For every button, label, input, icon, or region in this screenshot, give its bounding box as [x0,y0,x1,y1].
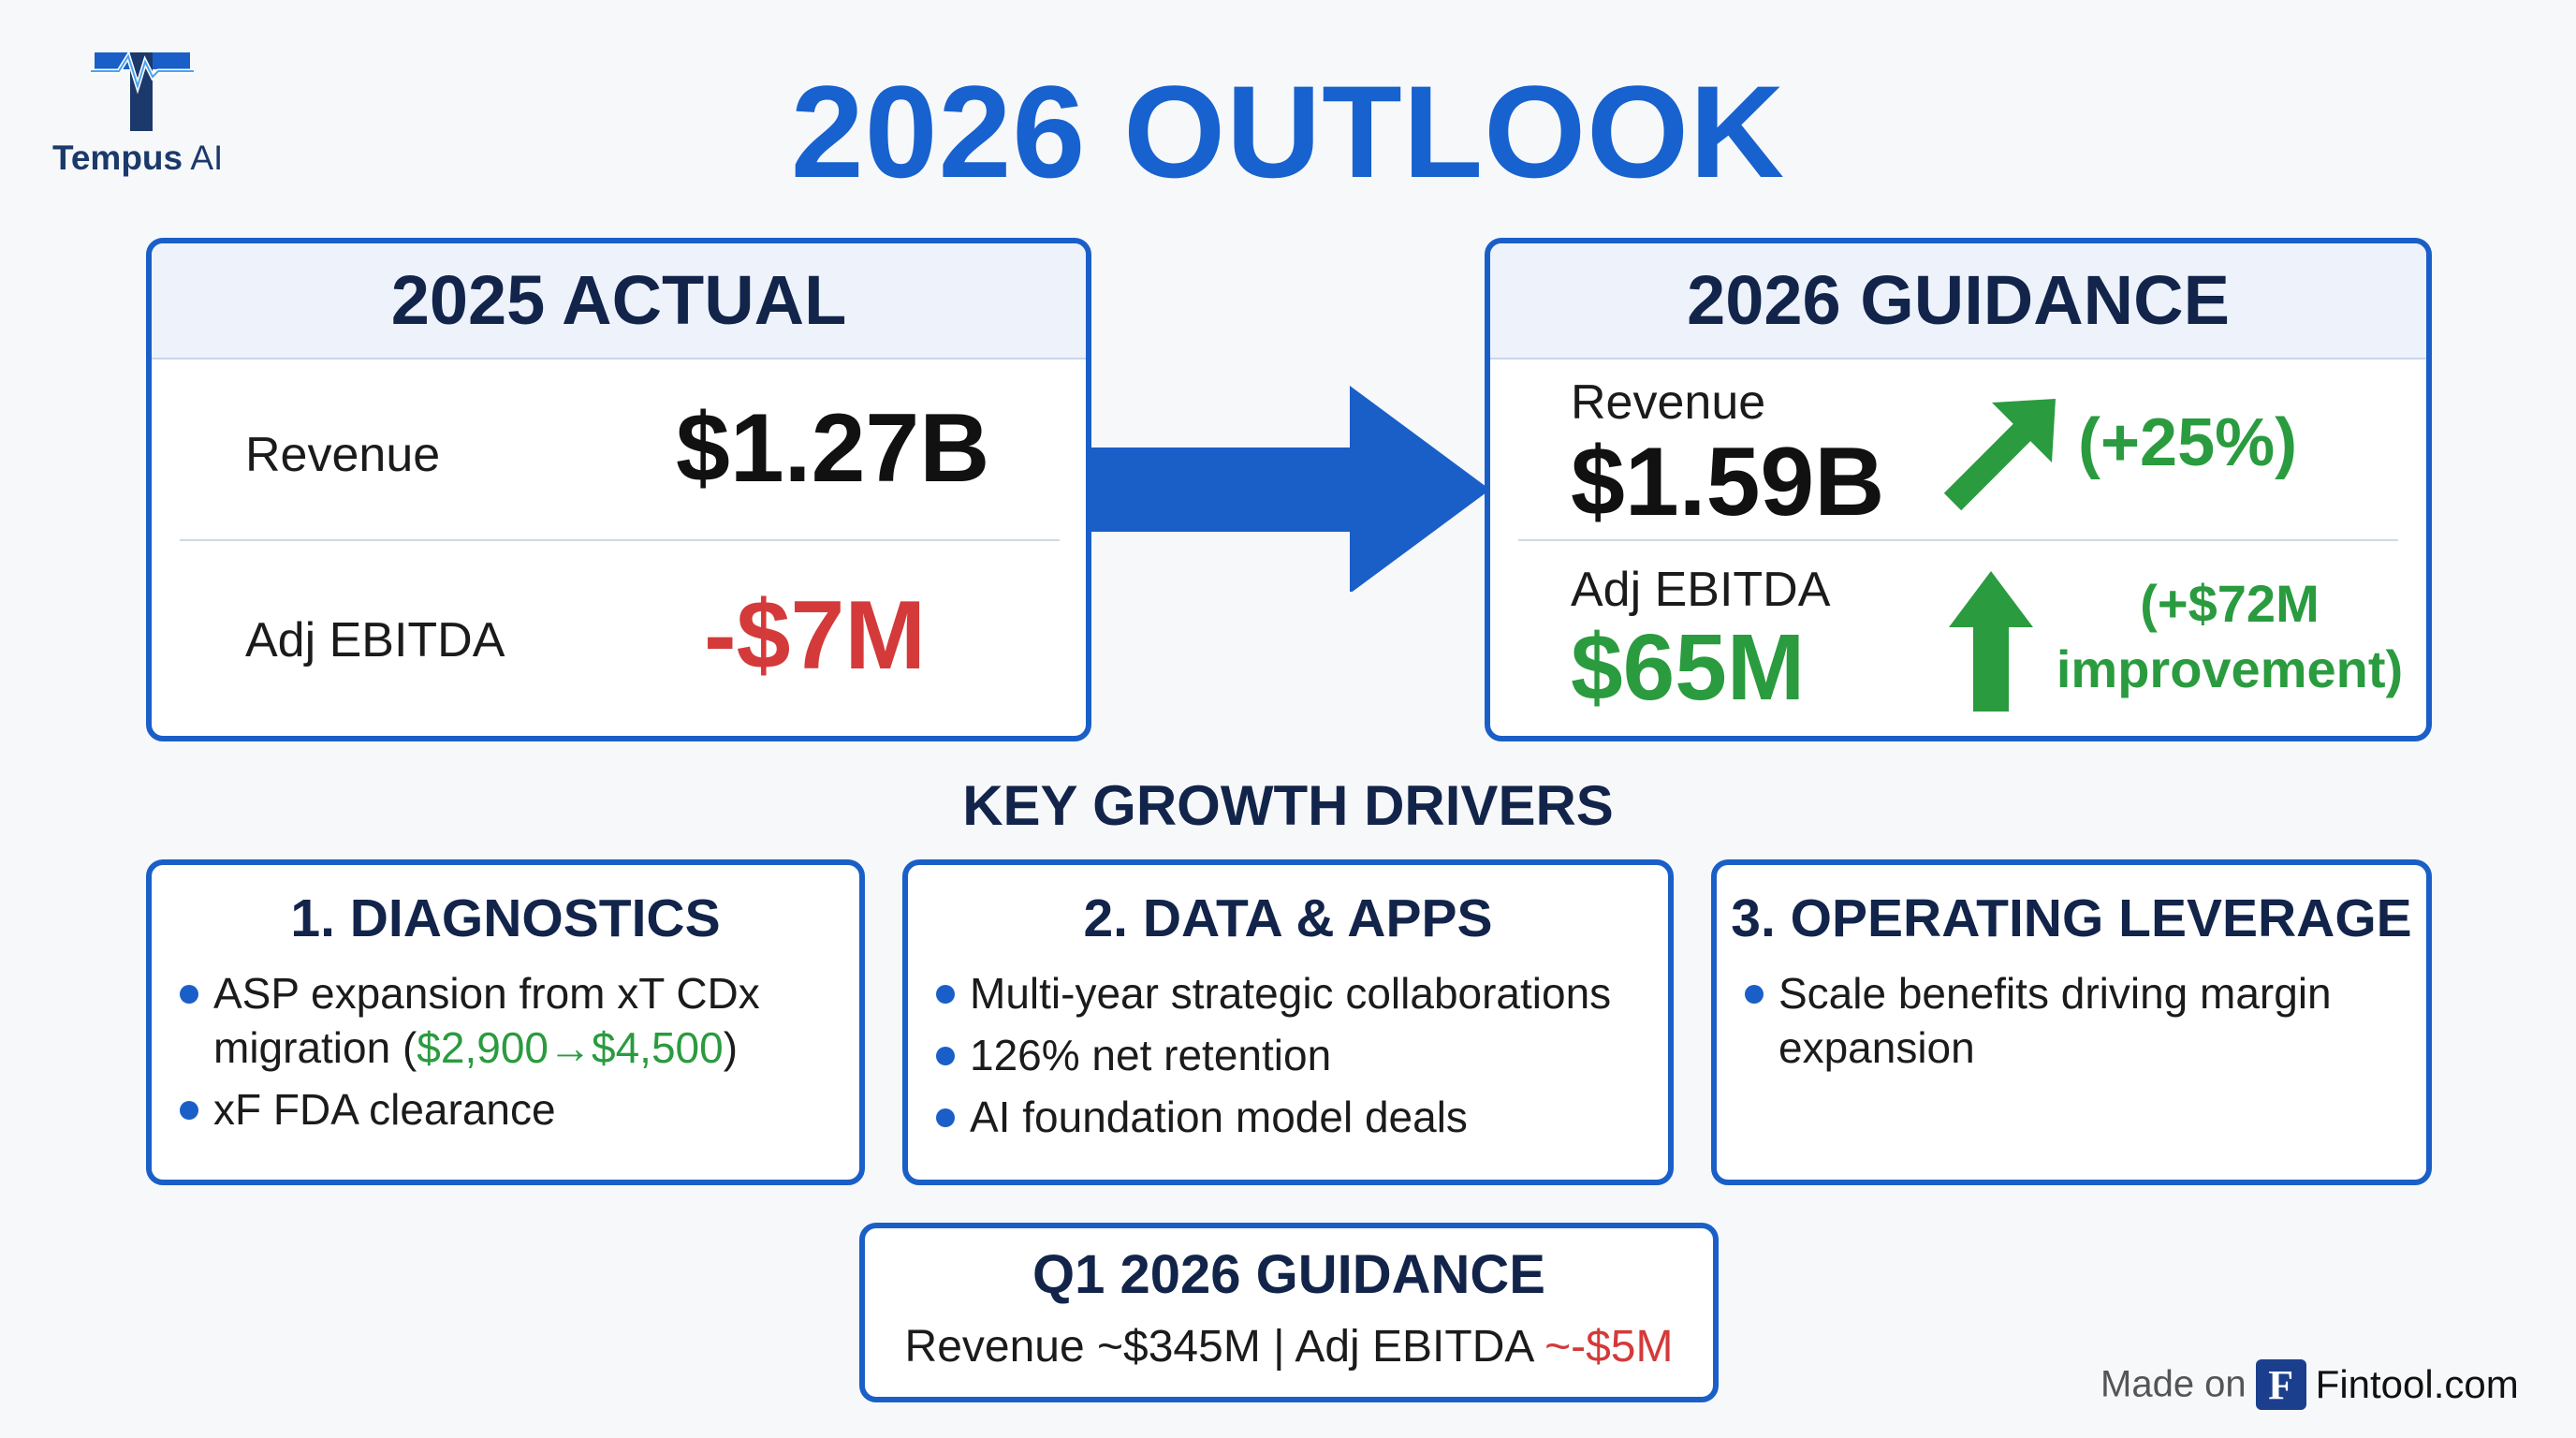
right-arrow-icon [1086,386,1490,592]
guidance-ebitda-value: $65M [1571,615,1806,720]
logo-wordmark: Tempus AI [52,139,224,177]
actual-revenue-label: Revenue [245,428,441,482]
drivers-section-title: KEY GROWTH DRIVERS [962,774,1614,837]
guidance-2026-card: 2026 GUIDANCE Revenue $1.59B (+25%) Adj … [1485,238,2432,741]
driver-card-data-apps: 2. DATA & APPS Multi-year strategic coll… [902,859,1674,1185]
fintool-link[interactable]: Fintool.com [2315,1362,2519,1406]
list-item: AI foundation model deals [932,1090,1649,1144]
company-logo: Tempus AI [49,49,236,189]
q1-guidance-card: Q1 2026 GUIDANCE Revenue ~$345M | Adj EB… [859,1223,1719,1402]
driver-card-diagnostics: 1. DIAGNOSTICS ASP expansion from xT CDx… [146,859,865,1185]
actual-revenue-value: $1.27B [676,394,990,503]
guidance-divider [1518,539,2398,541]
list-item: Scale benefits driving margin expansion [1741,966,2408,1075]
trend-up-arrow-icon [1943,399,2056,511]
guidance-revenue-value: $1.59B [1571,428,1885,536]
actual-card-header: 2025 ACTUAL [152,243,1086,360]
fintool-logo-icon: F [2255,1359,2306,1410]
q1-guidance-header: Q1 2026 GUIDANCE [1032,1244,1545,1305]
list-item: 126% net retention [932,1028,1649,1082]
guidance-revenue-change: (+25%) [2078,405,2298,480]
guidance-card-header: 2026 GUIDANCE [1490,243,2426,360]
page-title: 2026 OUTLOOK [790,58,1786,205]
actual-ebitda-value: -$7M [704,581,926,690]
driver-bullet-list: Multi-year strategic collaborations 126%… [908,966,1668,1144]
up-arrow-icon [1949,571,2033,712]
tempus-t-heartbeat-icon [91,51,194,131]
actual-divider [180,539,1060,541]
driver-bullet-list: Scale benefits driving margin expansion [1717,966,2426,1075]
guidance-ebitda-label: Adj EBITDA [1571,563,1831,617]
driver-bullet-list: ASP expansion from xT CDx migration ($2,… [152,966,859,1137]
driver-card-header: 3. OPERATING LEVERAGE [1731,888,2412,948]
guidance-ebitda-change: (+$72M improvement) [2056,574,2404,698]
q1-guidance-line: Revenue ~$345M | Adj EBITDA ~-$5M [904,1322,1674,1372]
actual-2025-card: 2025 ACTUAL Revenue $1.27B Adj EBITDA -$… [146,238,1091,741]
made-on-fintool-footer[interactable]: Made on F Fintool.com [2100,1359,2519,1410]
list-item: ASP expansion from xT CDx migration ($2,… [176,966,841,1075]
made-on-label: Made on [2100,1363,2247,1405]
driver-card-operating-leverage: 3. OPERATING LEVERAGE Scale benefits dri… [1711,859,2432,1185]
guidance-revenue-label: Revenue [1571,375,1766,430]
driver-card-header: 2. DATA & APPS [1083,888,1493,948]
driver-card-header: 1. DIAGNOSTICS [290,888,721,948]
list-item: xF FDA clearance [176,1082,841,1137]
actual-ebitda-label: Adj EBITDA [245,613,505,668]
list-item: Multi-year strategic collaborations [932,966,1649,1020]
